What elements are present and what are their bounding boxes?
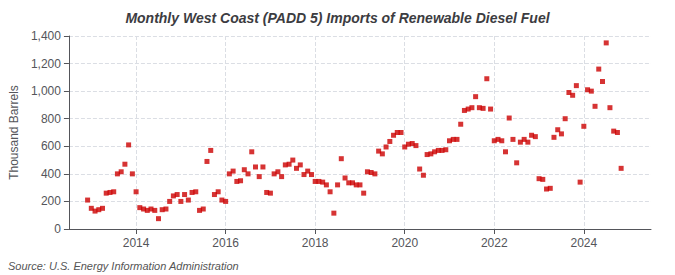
svg-text:2016: 2016 — [212, 236, 239, 250]
svg-text:Source: U.S. Energy Informatio: Source: U.S. Energy Information Administ… — [8, 260, 239, 272]
svg-text:2018: 2018 — [302, 236, 329, 250]
svg-text:400: 400 — [41, 167, 61, 181]
svg-text:600: 600 — [41, 139, 61, 153]
svg-text:2024: 2024 — [570, 236, 597, 250]
svg-text:2022: 2022 — [481, 236, 508, 250]
svg-text:1,400: 1,400 — [31, 29, 61, 43]
svg-text:1,000: 1,000 — [31, 84, 61, 98]
svg-text:200: 200 — [41, 194, 61, 208]
svg-text:Thousand Barrels: Thousand Barrels — [7, 85, 21, 180]
svg-text:0: 0 — [54, 222, 61, 236]
svg-text:1,200: 1,200 — [31, 57, 61, 71]
svg-text:800: 800 — [41, 112, 61, 126]
svg-text:2020: 2020 — [391, 236, 418, 250]
svg-text:2014: 2014 — [123, 236, 150, 250]
svg-text:Monthly West Coast (PADD 5) Im: Monthly West Coast (PADD 5) Imports of R… — [125, 10, 550, 26]
